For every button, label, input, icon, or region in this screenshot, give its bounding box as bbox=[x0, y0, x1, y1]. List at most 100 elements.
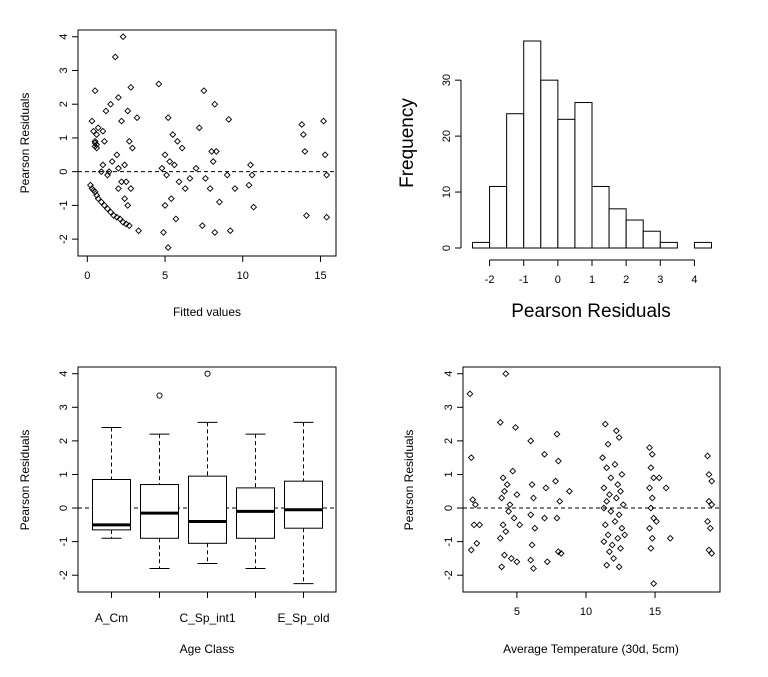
panel1-data-point bbox=[135, 227, 143, 235]
panel2-x-tick-label: 3 bbox=[657, 274, 663, 286]
histogram-bar bbox=[557, 118, 576, 249]
panel1-y-axis-title: Pearson Residuals bbox=[18, 93, 32, 194]
panel1-data-point bbox=[102, 107, 110, 115]
panel1-data-point bbox=[97, 168, 105, 176]
panel1-data-point bbox=[231, 185, 239, 192]
panel1-data-point bbox=[212, 147, 220, 155]
panel4-data-point bbox=[706, 524, 714, 532]
panel1-x-tick-label: 5 bbox=[162, 270, 168, 282]
panel3-x-axis: A_Cm C_Sp_int1 E_Sp_old bbox=[95, 591, 330, 625]
panel4-y-tick-label: 4 bbox=[443, 371, 455, 377]
panel1-data-point bbox=[169, 131, 177, 139]
panel4-data-point bbox=[615, 434, 623, 441]
histogram-bar bbox=[642, 230, 661, 249]
panel4-data-point bbox=[708, 549, 716, 557]
panel2-x-tick-label: 0 bbox=[555, 274, 561, 286]
panel1-y-tick-label: 3 bbox=[58, 67, 70, 73]
panel1-data-point bbox=[121, 195, 129, 203]
panel1-data-point bbox=[114, 94, 122, 101]
panel1-data-point bbox=[323, 213, 331, 221]
panel1-data-point bbox=[174, 137, 181, 145]
panel1-x-tick-label: 0 bbox=[84, 270, 90, 282]
panel1-data-point bbox=[195, 124, 203, 132]
panel1-data-point bbox=[301, 147, 309, 155]
boxplot-1 bbox=[92, 426, 131, 539]
panel4-y-axis-title: Pearson Residuals bbox=[402, 430, 416, 531]
panel1-points bbox=[86, 33, 331, 252]
panel1-data-point bbox=[124, 107, 132, 115]
panel1-data-point bbox=[94, 124, 102, 132]
panel4-data-point bbox=[527, 556, 535, 564]
panel4-data-point bbox=[648, 450, 656, 458]
panel4-data-point bbox=[655, 474, 663, 482]
panel3-x-axis-title: Age Class bbox=[180, 642, 235, 656]
panel2-y-axis: 0 10 20 30 bbox=[441, 74, 462, 251]
panel4-data-point bbox=[507, 554, 515, 562]
panel4-data-point bbox=[499, 521, 507, 529]
panel3-y-axis-title: Pearson Residuals bbox=[18, 430, 32, 531]
panel4-data-point bbox=[603, 561, 611, 569]
panel1-data-point bbox=[226, 227, 234, 235]
panel3-y-tick-label: 3 bbox=[58, 404, 70, 410]
panel4-y-tick-label: -1 bbox=[443, 537, 455, 547]
panel4-data-point bbox=[607, 507, 615, 515]
panel4-y-tick-label: 3 bbox=[443, 404, 455, 410]
panel3-y-tick-label: 2 bbox=[58, 438, 70, 444]
panel4-data-point bbox=[542, 484, 550, 492]
panel3-y-tick-label: -1 bbox=[58, 537, 70, 547]
interquartile-box bbox=[92, 479, 131, 531]
panel4-data-point bbox=[646, 484, 653, 492]
panel4-data-point bbox=[554, 457, 562, 465]
panel1-data-point bbox=[93, 144, 101, 152]
panel3-boxes bbox=[92, 370, 323, 585]
panel4-data-point bbox=[510, 514, 518, 522]
panel1-data-point bbox=[113, 151, 121, 159]
panel1-data-point bbox=[192, 164, 200, 172]
panel4-data-point bbox=[496, 418, 504, 426]
panel4-y-tick-label: 0 bbox=[443, 505, 455, 511]
panel1-data-point bbox=[200, 87, 208, 95]
panel1-data-point bbox=[303, 212, 310, 219]
panel1-data-point bbox=[166, 158, 174, 165]
panel1-data-point bbox=[320, 117, 328, 125]
panel1-data-point bbox=[164, 244, 172, 252]
panel2-x-tick-label: 1 bbox=[589, 274, 595, 286]
panel1-x-axis: 0 5 10 15 bbox=[84, 255, 327, 282]
panel4-data-point bbox=[531, 524, 539, 532]
panel1-data-point bbox=[107, 100, 115, 108]
age-class-boxplot-panel: A_Cm C_Sp_int1 E_Sp_old -2 -1 0 1 2 3 4 Age Clas… bbox=[18, 366, 337, 656]
panel4-data-point bbox=[476, 521, 484, 529]
panel4-data-point bbox=[603, 464, 611, 472]
histogram-bar bbox=[625, 219, 644, 249]
panel4-y-axis: -2 -1 0 1 2 3 4 bbox=[443, 371, 464, 580]
panel3-y-tick-label: 1 bbox=[58, 471, 70, 477]
histogram-bar bbox=[659, 241, 678, 249]
panel1-data-point bbox=[225, 115, 233, 123]
panel1-data-point bbox=[88, 117, 96, 125]
panel1-data-point bbox=[163, 171, 171, 179]
panel2-x-tick-label: -2 bbox=[485, 274, 495, 286]
panel4-y-tick-label: 2 bbox=[443, 438, 455, 444]
panel4-data-point bbox=[600, 484, 608, 492]
panel4-data-point bbox=[666, 534, 674, 542]
panel1-data-point bbox=[215, 198, 223, 206]
outlier-point bbox=[156, 392, 163, 399]
panel2-x-tick-label: 4 bbox=[691, 274, 697, 286]
panel1-data-point bbox=[91, 188, 99, 196]
panel4-data-point bbox=[650, 580, 658, 588]
panel4-data-point bbox=[704, 518, 712, 525]
panel1-data-point bbox=[245, 181, 253, 189]
interquartile-box bbox=[284, 480, 323, 529]
panel4-data-point bbox=[600, 504, 608, 512]
panel4-data-point bbox=[473, 539, 481, 547]
panel4-data-point bbox=[615, 511, 623, 519]
histogram-bar bbox=[506, 113, 525, 249]
panel4-data-point bbox=[499, 474, 507, 482]
panel2-y-axis-title: Frequency bbox=[397, 98, 418, 188]
residuals-vs-temperature-panel: 5 10 15 -2 -1 0 1 2 3 4 Average Temperature (30d… bbox=[402, 366, 721, 656]
panel4-data-point bbox=[498, 563, 506, 571]
panel1-data-point bbox=[114, 164, 122, 172]
panel3-x-tick-label: E_Sp_old bbox=[277, 611, 329, 625]
panel2-y-tick-label: 10 bbox=[441, 186, 453, 198]
